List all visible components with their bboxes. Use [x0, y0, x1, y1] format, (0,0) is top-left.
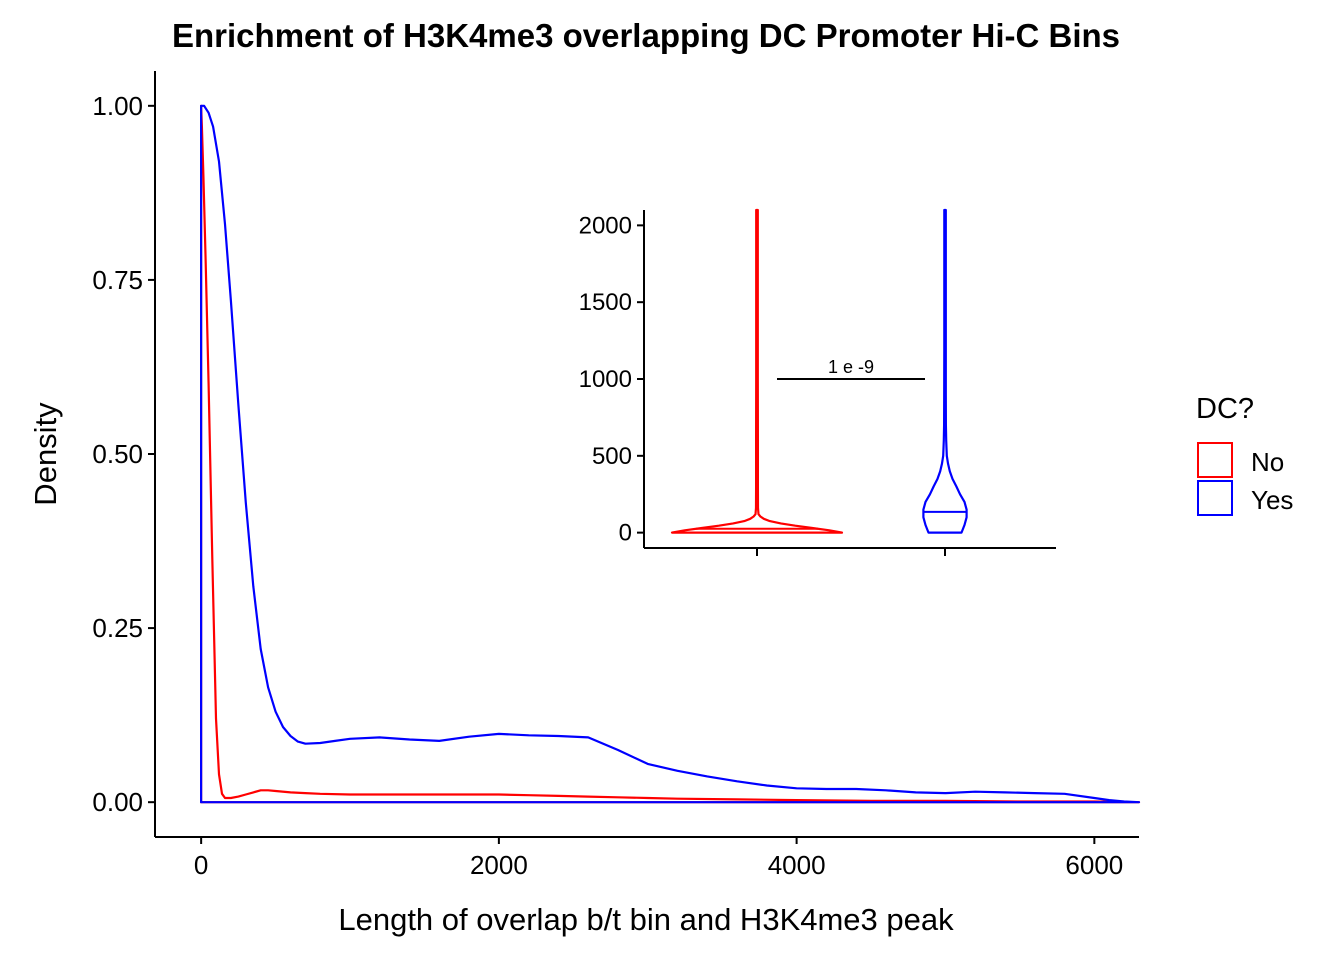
- legend-key-yes: [1197, 480, 1233, 516]
- inset-violin-plot: 0 500 1000 1500 2000 1 e -9: [579, 208, 1056, 556]
- inset-y-tick-label: 1500: [579, 289, 632, 316]
- legend-label-yes: Yes: [1251, 485, 1293, 515]
- violin-no: [670, 208, 844, 534]
- x-tick-label: 6000: [1065, 850, 1123, 880]
- chart-title: Enrichment of H3K4me3 overlapping DC Pro…: [172, 17, 1120, 54]
- y-tick-label: 0.50: [92, 439, 143, 469]
- legend-key-no: [1197, 442, 1233, 478]
- main-plot-area: 0.00 0.25 0.50 0.75 1.00 0 2000 4000 6000: [92, 71, 1141, 880]
- density-curve-no: [200, 104, 1141, 804]
- y-tick-label: 0.75: [92, 265, 143, 295]
- inset-y-tick-label: 0: [619, 520, 632, 547]
- y-axis-title: Density: [28, 402, 63, 506]
- inset-y-tick-label: 2000: [579, 212, 632, 239]
- y-tick-label: 1.00: [92, 91, 143, 121]
- density-curve-yes: [200, 104, 1141, 804]
- x-tick-label: 4000: [768, 850, 826, 880]
- legend-title: DC?: [1196, 393, 1254, 425]
- significance-label: 1 e -9: [828, 357, 874, 377]
- y-tick-label: 0.00: [92, 787, 143, 817]
- violin-yes: [922, 208, 968, 534]
- legend-label-no: No: [1251, 447, 1284, 477]
- inset-y-tick-label: 500: [592, 443, 632, 470]
- y-tick-label: 0.25: [92, 613, 143, 643]
- legend: DC? No Yes: [1196, 393, 1293, 516]
- x-tick-label: 0: [194, 850, 208, 880]
- x-tick-label: 2000: [470, 850, 528, 880]
- x-axis-title: Length of overlap b/t bin and H3K4me3 pe…: [338, 902, 954, 937]
- inset-y-tick-label: 1000: [579, 366, 632, 393]
